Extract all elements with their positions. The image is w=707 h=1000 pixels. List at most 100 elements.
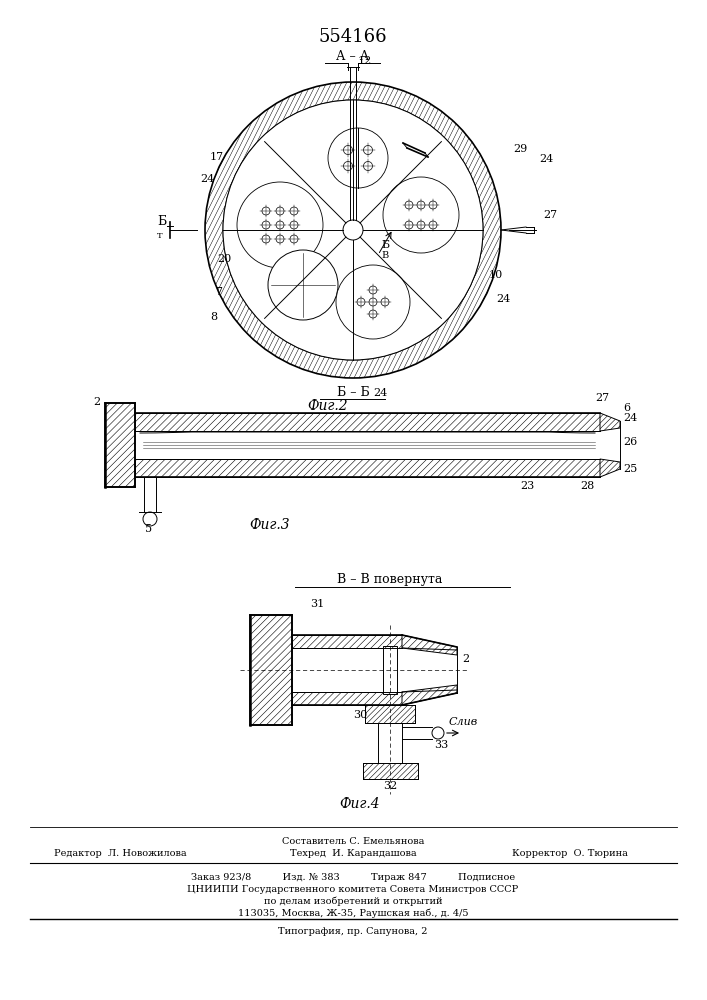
Text: 26: 26 [623,437,637,447]
Text: 20: 20 [217,254,231,264]
Circle shape [381,298,389,306]
Circle shape [276,207,284,215]
Circle shape [343,220,363,240]
Text: 17: 17 [210,152,224,162]
Text: Техред  И. Карандашова: Техред И. Карандашова [290,849,416,858]
Circle shape [417,201,425,209]
Circle shape [417,221,425,229]
Circle shape [290,207,298,215]
Circle shape [405,221,413,229]
Text: 6: 6 [623,403,630,413]
Circle shape [290,235,298,243]
Text: Б: Б [157,215,166,228]
Text: Б: Б [381,240,389,250]
Polygon shape [402,635,457,655]
Circle shape [432,727,444,739]
Polygon shape [205,82,501,378]
Polygon shape [250,615,292,725]
Text: 2: 2 [462,654,469,664]
Text: 24: 24 [373,388,387,398]
Text: Фиг.4: Фиг.4 [339,797,380,811]
Text: В – В повернута: В – В повернута [337,574,443,586]
Circle shape [369,310,377,318]
Text: 23: 23 [520,481,534,491]
Text: Фиг.3: Фиг.3 [250,518,291,532]
Text: 10: 10 [489,270,503,280]
Text: 113035, Москва, Ж-35, Раушская наб., д. 4/5: 113035, Москва, Ж-35, Раушская наб., д. … [238,909,468,918]
Polygon shape [292,635,402,648]
Circle shape [262,235,270,243]
Text: Редактор  Л. Новожилова: Редактор Л. Новожилова [54,849,187,858]
Text: 28: 28 [580,481,595,491]
Polygon shape [600,413,620,431]
Text: 24: 24 [539,154,554,164]
Text: Корректор  О. Тюрина: Корректор О. Тюрина [512,849,628,858]
Circle shape [262,221,270,229]
Text: Заказ 923/8          Изд. № 383          Тираж 847          Подписное: Заказ 923/8 Изд. № 383 Тираж 847 Подписн… [191,873,515,882]
Bar [250,615,292,725]
Circle shape [276,235,284,243]
Polygon shape [292,692,402,705]
Text: Типография, пр. Сапунова, 2: Типография, пр. Сапунова, 2 [279,927,428,936]
Text: ЦНИИПИ Государственного комитета Совета Министров СССР: ЦНИИПИ Государственного комитета Совета … [187,885,519,894]
Polygon shape [402,685,457,705]
Text: В: В [381,251,388,260]
Text: 25: 25 [623,464,637,474]
Text: Т: Т [157,232,163,240]
Polygon shape [135,459,600,477]
Circle shape [328,128,388,188]
Circle shape [276,221,284,229]
Text: 27: 27 [543,210,557,220]
Circle shape [357,298,365,306]
Text: 12: 12 [358,56,373,66]
Circle shape [268,250,338,320]
Text: 24: 24 [623,413,637,423]
Circle shape [405,201,413,209]
Polygon shape [365,705,415,723]
Text: А – А: А – А [337,49,370,62]
Polygon shape [365,705,415,723]
Text: 30: 30 [353,710,367,720]
Text: 24: 24 [200,174,214,184]
Polygon shape [292,635,402,648]
Circle shape [363,161,373,170]
Circle shape [363,145,373,154]
Circle shape [290,221,298,229]
Circle shape [143,512,157,526]
Bar [105,403,135,487]
Text: 2: 2 [93,397,100,407]
Circle shape [369,286,377,294]
Polygon shape [292,692,402,705]
Text: Составитель С. Емельянова: Составитель С. Емельянова [282,837,424,846]
Circle shape [262,207,270,215]
Circle shape [223,100,483,360]
Polygon shape [363,763,418,779]
Text: 33: 33 [434,740,448,750]
Circle shape [369,298,377,306]
Circle shape [344,145,353,154]
Circle shape [344,161,353,170]
Polygon shape [600,413,620,431]
Circle shape [429,221,437,229]
Polygon shape [402,685,457,705]
Text: 24: 24 [496,294,510,304]
Polygon shape [135,413,600,431]
Text: 8: 8 [210,312,217,322]
Text: Фиг.2: Фиг.2 [308,399,349,413]
Polygon shape [135,413,600,431]
Text: 27: 27 [595,393,609,403]
Text: 5: 5 [145,524,152,534]
Polygon shape [402,635,457,655]
Circle shape [429,201,437,209]
Text: 554166: 554166 [319,28,387,46]
Text: 32: 32 [383,781,397,791]
Polygon shape [105,403,135,487]
Text: 29: 29 [513,144,527,154]
Polygon shape [600,459,620,477]
Circle shape [336,265,410,339]
Polygon shape [600,459,620,477]
Text: Б – Б: Б – Б [337,385,369,398]
Polygon shape [363,763,418,779]
Circle shape [237,182,323,268]
Bar [383,646,397,694]
